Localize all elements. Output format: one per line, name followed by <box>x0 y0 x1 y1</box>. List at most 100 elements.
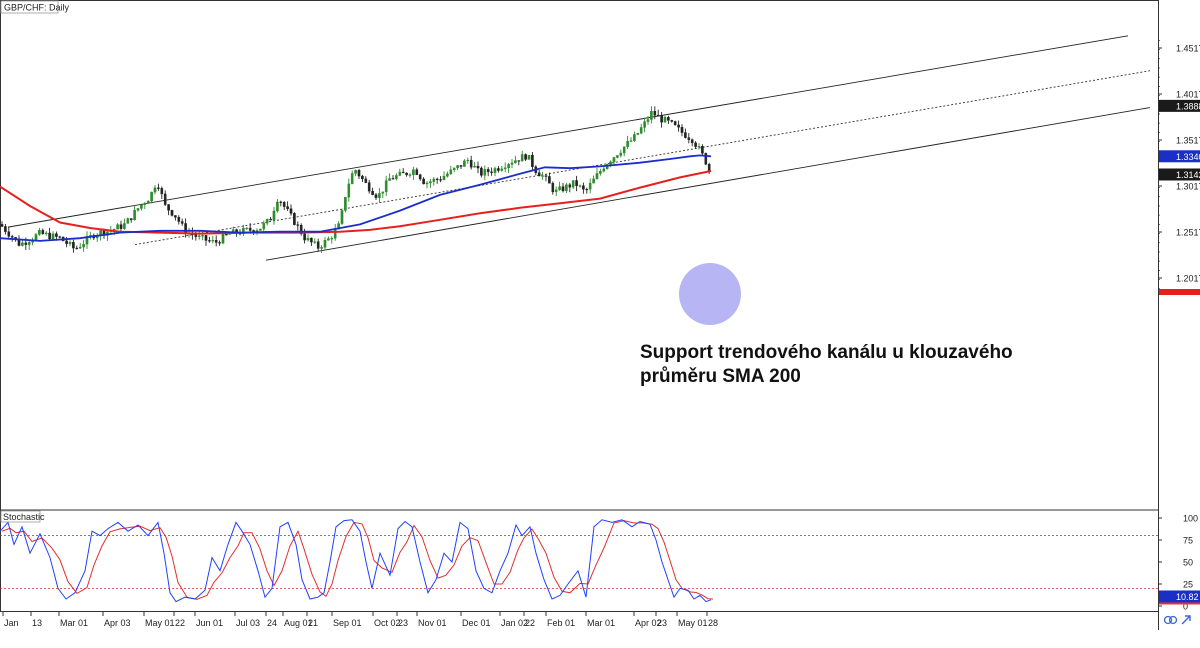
candle <box>177 215 181 225</box>
candle <box>4 224 7 235</box>
symbol-label-box <box>0 0 59 14</box>
candle <box>639 123 643 135</box>
candle <box>7 226 11 240</box>
candle <box>208 236 211 243</box>
stochastic-d-line <box>1 520 714 600</box>
candle-body <box>531 154 534 167</box>
candle <box>697 143 701 150</box>
candle-body <box>541 175 544 177</box>
candle <box>561 182 565 193</box>
candle <box>371 187 374 196</box>
candle <box>483 165 487 181</box>
candle <box>82 239 85 252</box>
channel-middle-line <box>134 70 1151 246</box>
candle <box>153 185 157 195</box>
candle-body <box>136 208 140 211</box>
price-tag: 1.3142 <box>1159 168 1200 181</box>
time-tick-label: 24 <box>267 618 277 628</box>
candle-body <box>320 247 323 249</box>
candle-body <box>425 182 429 185</box>
candle <box>367 179 371 194</box>
candle-body <box>609 161 612 165</box>
candle <box>599 168 602 176</box>
candle-body <box>27 242 31 245</box>
time-tick-label: 13 <box>32 618 42 628</box>
time-axis[interactable]: Jan 13 Mar 01 Apr 03 May 01 22 Jun 01 Jul 03 24 A… <box>2 611 718 628</box>
candle-body <box>48 232 51 240</box>
time-tick-label: May 01 <box>145 618 175 628</box>
candle <box>412 166 415 180</box>
candle <box>449 165 453 175</box>
candle-body <box>507 164 510 169</box>
price-tag-label: 1.3142 <box>1176 170 1200 180</box>
candle-body <box>684 132 687 138</box>
time-tick-label: Oct 02 <box>374 618 401 628</box>
candle <box>323 237 327 251</box>
candle <box>340 208 344 225</box>
candle-body <box>350 173 354 185</box>
price-axis[interactable]: 1.4517 1.4017 1.3517 1.3017 1.2517 1.2017 <box>1158 40 1200 290</box>
time-tick-label: Nov 01 <box>418 618 447 628</box>
candle <box>282 201 286 211</box>
candle-body <box>673 121 677 126</box>
candle <box>500 165 504 172</box>
candle <box>293 212 296 226</box>
candle <box>133 205 136 221</box>
candle-body <box>197 235 201 237</box>
candle <box>507 163 510 174</box>
candle-body <box>58 236 62 238</box>
time-tick-label: 21 <box>308 618 318 628</box>
candle-body <box>551 183 555 193</box>
stochastic-tick-label: 75 <box>1183 536 1193 546</box>
candle <box>704 152 708 166</box>
candle <box>452 167 456 173</box>
candle <box>656 109 660 117</box>
candle-body <box>378 193 381 198</box>
candle <box>279 200 283 207</box>
candle <box>442 171 446 181</box>
candle <box>670 119 674 123</box>
candle-body <box>296 224 300 226</box>
candle-body <box>418 174 422 180</box>
price-tags: 1.3888 1.3340 1.3142 <box>1159 99 1200 295</box>
channel-lower-line <box>265 107 1151 261</box>
sync-icon[interactable] <box>1163 615 1178 625</box>
price-tag: 1.3888 <box>1159 99 1200 112</box>
candle <box>106 231 109 242</box>
candle-body <box>466 159 470 162</box>
candle <box>51 231 55 241</box>
stochastic-pane[interactable] <box>0 519 1158 603</box>
candle <box>408 173 412 178</box>
candle <box>313 238 317 244</box>
candle <box>327 236 330 241</box>
candle <box>476 161 480 174</box>
candle-body <box>469 159 473 168</box>
candle <box>554 186 558 197</box>
candle <box>558 181 561 191</box>
candle-body <box>643 121 646 128</box>
candle <box>684 128 687 139</box>
candle-body <box>401 171 405 174</box>
candle-body <box>4 226 7 232</box>
candle-body <box>282 202 286 207</box>
candle <box>388 173 391 181</box>
stochastic-tick-label: 0 <box>1183 602 1188 612</box>
candle <box>422 177 425 185</box>
candle <box>330 236 334 244</box>
candle-body <box>694 142 697 147</box>
candle <box>643 117 646 133</box>
candle-body <box>177 217 181 222</box>
candle <box>541 171 544 180</box>
candle <box>446 171 449 178</box>
candle-body <box>221 234 225 244</box>
candle-body <box>500 168 504 171</box>
expand-icon[interactable] <box>1181 615 1191 625</box>
candle-body <box>405 172 408 176</box>
candle <box>316 238 320 252</box>
candle-body <box>327 238 330 241</box>
candle-body <box>248 227 252 231</box>
candle <box>469 155 473 170</box>
candle-body <box>204 235 208 241</box>
candle <box>626 136 629 150</box>
candle-body <box>126 218 130 224</box>
